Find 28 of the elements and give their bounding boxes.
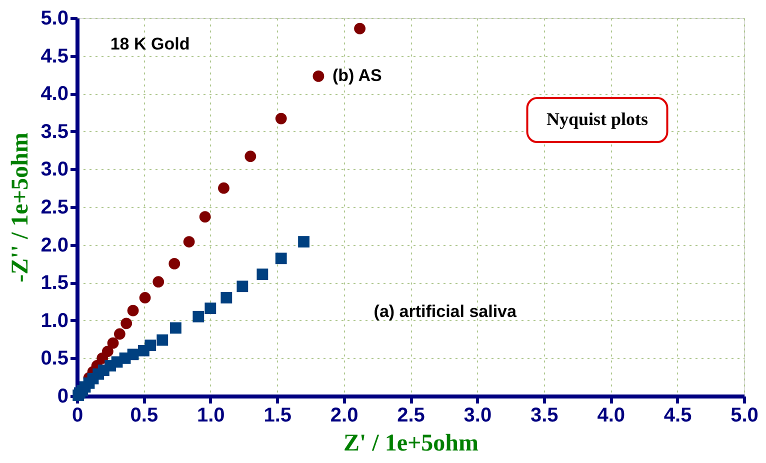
series-label: (b) AS: [332, 66, 382, 86]
y-tick-label: 4.5: [40, 45, 68, 68]
y-axis-title: -Z'' / 1e+5ohm: [8, 132, 34, 282]
x-tick-label: 4.5: [664, 404, 692, 426]
text: (a) artificial saliva: [374, 302, 518, 321]
annotation: Nyquist plots: [546, 109, 648, 130]
x-tick-label: 0: [72, 404, 84, 426]
x-tick-label: 2.0: [330, 404, 358, 426]
y-tick-label: 0: [57, 386, 68, 408]
y-tick-label: 5.0: [40, 8, 68, 30]
annotation: 18 K Gold: [110, 34, 190, 54]
y-tick-label: 0.5: [40, 348, 68, 370]
y-tick-label: 1.0: [40, 310, 68, 332]
y-tick-label: 3.0: [40, 158, 68, 181]
x-tick-label: 0.5: [130, 404, 158, 426]
y-tick-label: 2.5: [40, 196, 68, 218]
y-tick-label: 2.0: [40, 234, 68, 256]
x-tick-label: 1.0: [196, 404, 225, 426]
y-tick-label: 3.5: [40, 120, 68, 143]
y-tick-label: 1.5: [40, 272, 68, 294]
x-tick-label: 4.0: [597, 404, 626, 426]
x-tick-label: 3.5: [530, 404, 558, 426]
x-tick-label: 5.0: [730, 404, 758, 426]
x-tick-label: 2.5: [397, 404, 425, 426]
x-axis-title: Z' / 1e+5ohm: [343, 430, 479, 456]
x-tick-label: 3.0: [464, 404, 492, 426]
x-tick-label: 1.5: [264, 404, 292, 426]
y-tick-label: 4.0: [40, 83, 68, 106]
